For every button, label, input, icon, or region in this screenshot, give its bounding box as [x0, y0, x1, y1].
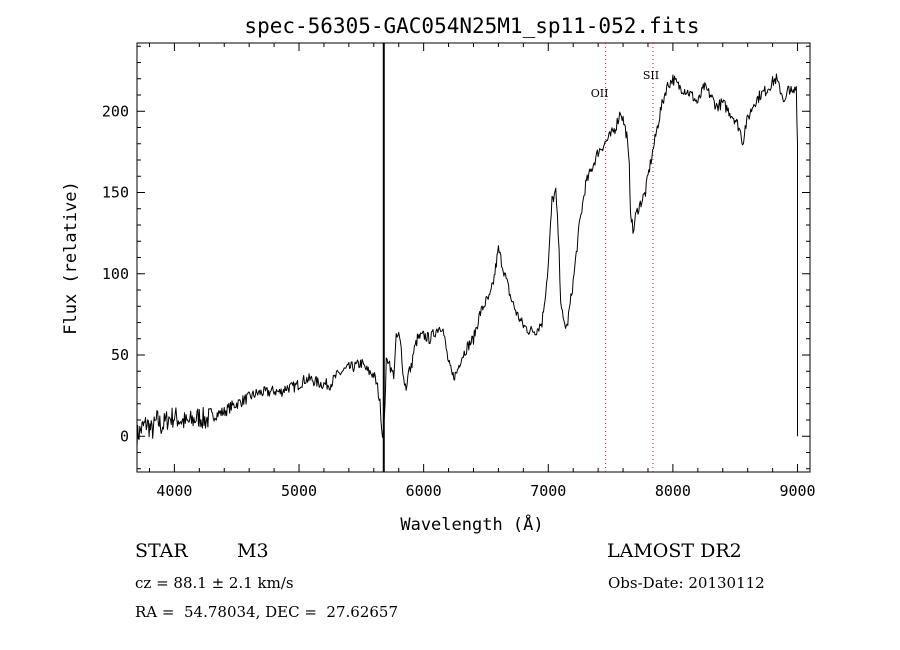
- line-label-sii: SII: [643, 69, 659, 82]
- y-tick-label: 100: [102, 265, 129, 283]
- object-subclass: M3: [237, 540, 269, 562]
- line-label-oii: OII: [591, 87, 609, 100]
- y-tick-label: 150: [102, 184, 129, 202]
- survey-name: LAMOST DR2: [607, 540, 742, 562]
- coordinates: RA = 54.78034, DEC = 27.62657: [135, 603, 399, 621]
- x-tick-label: 5000: [281, 482, 317, 500]
- spectrum-line: [136, 73, 798, 448]
- chart-title: spec-56305-GAC054N25M1_sp11-052.fits: [244, 14, 699, 38]
- y-axis-label: Flux (relative): [61, 181, 81, 335]
- y-tick-label: 200: [102, 102, 129, 120]
- x-tick-label: 4000: [156, 482, 192, 500]
- x-tick-label: 9000: [779, 482, 815, 500]
- x-tick-label: 6000: [406, 482, 442, 500]
- x-tick-label: 8000: [655, 482, 691, 500]
- x-tick-label: 7000: [530, 482, 566, 500]
- redshift-text: cz = 88.1 ± 2.1 km/s: [135, 574, 294, 592]
- y-tick-label: 0: [120, 427, 129, 445]
- object-class: STAR: [135, 540, 188, 562]
- axis-ticks: 4000 5000 6000 7000 8000 9000 0 50 100 150 200: [102, 43, 816, 500]
- line-annotations: OII SII: [382, 43, 659, 472]
- series-layer: [136, 73, 798, 448]
- obs-date: Obs-Date: 20130112: [608, 574, 765, 592]
- y-tick-label: 50: [111, 346, 129, 364]
- x-axis-label: Wavelength (Å): [400, 513, 543, 535]
